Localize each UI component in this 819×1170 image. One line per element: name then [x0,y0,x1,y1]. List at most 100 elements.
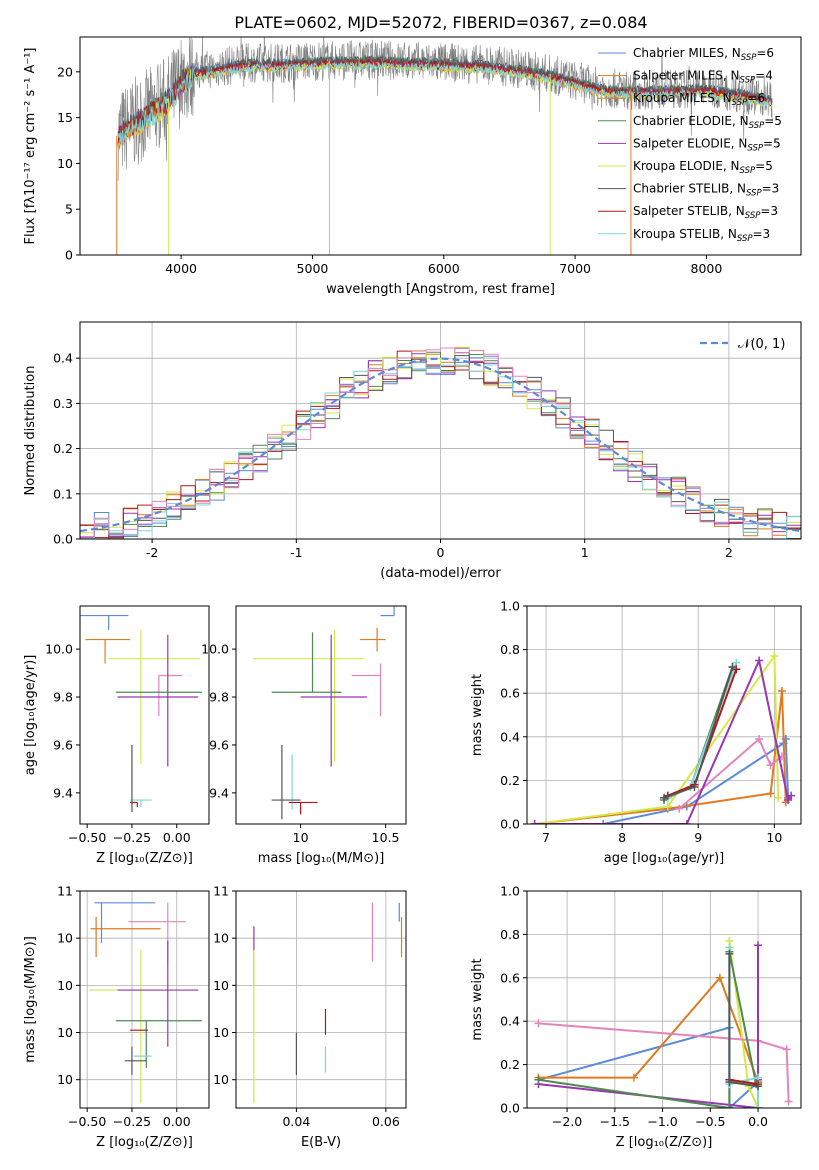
weight_vs_age-xtick-label: 10 [766,830,782,845]
normal-curve [80,357,801,533]
weight-point-marker [534,1075,543,1084]
weight-point-marker [725,1104,734,1108]
figure-title: PLATE=0602, MJD=52072, FIBERID=0367, z=0… [234,13,647,32]
weight-point-marker [725,1077,734,1086]
weight-point-marker [766,789,775,798]
mass_vs_Z-axes-frame [79,890,210,1109]
weight_vs_Z-xtick-label: −1.0 [647,1114,677,1129]
mass_vs_Z-xtick-label: −0.25 [113,1114,151,1129]
spectrum-axes-frame [79,36,802,256]
residuals-xtick-label: 1 [581,545,589,560]
mass_vs_ebv-ytick-label: 10 [213,978,229,993]
legend-entry: Kroupa ELODIE, NSSP=5 [633,159,773,176]
residuals-xlabel: (data-model)/error [380,566,501,581]
residuals-xtick-label: 0 [437,545,445,560]
mass_vs_ebv-axes [236,890,406,1108]
mass_vs_Z-ylabel: mass [log₁₀(M/M⊙)] [23,936,38,1063]
weight_vs_age-ytick-label: 0.8 [500,642,520,657]
weight_vs_age-xtick-label: 7 [542,830,550,845]
residuals-ylabel: Normed distribution [23,366,38,496]
weight-point-marker [755,734,764,743]
weight_vs_Z-xtick-label: −1.5 [600,1114,630,1129]
mass_vs_Z-xlabel: Z [log₁₀(Z/Z⊙)] [96,1135,193,1150]
weight-point-marker [777,687,786,696]
age_vs_Z-ytick-label: 9.6 [53,737,73,752]
weight_vs_Z-ytick-label: 0.8 [500,927,520,942]
age_vs_mass-xtick-label: 10 [293,830,309,845]
spectrum-legend: Chabrier MILES, NSSP=6 Salpeter MILES, NS… [598,46,782,244]
residuals-xtick-label: 2 [725,545,733,560]
weight_vs_Z-xtick-label: −0.5 [695,1114,725,1129]
residuals-ytick-label: 0.3 [53,396,73,411]
spectrum-xlabel: wavelength [Angstrom, rest frame] [326,282,555,297]
mass_vs_Z-axes [80,890,209,1108]
mass_vs_ebv-ytick-label: 11 [213,884,229,899]
mass_vs_Z-ytick-label: 10 [57,978,73,993]
residuals-ytick-label: 0.0 [53,532,73,547]
weight-point-marker [530,820,539,824]
residual-histogram [80,347,801,539]
age_vs_mass-ytick-label: 9.6 [209,737,229,752]
spectrum-ytick-label: 20 [57,64,73,79]
weight_vs_Z-axes-frame [526,890,802,1109]
weight-point-marker [782,1045,791,1054]
age_vs_mass-xlabel: mass [log₁₀(M/M⊙)] [258,851,385,866]
weight_vs_age-ytick-label: 0.6 [500,686,520,701]
spectrum-ytick-label: 5 [65,202,73,217]
weight_vs_age-xtick-label: 8 [618,830,626,845]
weight-series-line [729,1078,759,1086]
weight-point-marker [715,973,724,982]
mass_vs_ebv-xtick-label: 0.06 [372,1114,400,1129]
residuals-plot [80,346,801,539]
age_vs_Z-ytick-label: 10.0 [45,642,73,657]
weight-point-marker [660,793,668,802]
weight-point-marker [682,820,691,824]
age_vs_Z-frame: −0.50 −0.25 0.00 9.4 9.6 9.8 10.0 Z [log₁₀(Z/Z⊙… [23,605,210,866]
residuals-frame: -2 -1 0 1 2 0.0 0.1 0.2 0.3 0.4 (data-model)/error… [23,321,802,581]
weight-point-marker [725,949,734,958]
age_vs_Z-axes-frame [79,605,210,825]
weight-point-marker [663,802,672,811]
legend-entry: Chabrier ELODIE, NSSP=5 [633,114,782,131]
legend-entry: Salpeter ELODIE, NSSP=5 [633,136,781,153]
spectrum-xtick-label: 8000 [691,261,723,276]
spectrum-model-line [117,58,773,146]
legend-entry: Kroupa MILES, NSSP=6 [633,91,765,108]
residual-histogram [80,362,801,539]
spectrum-xtick-label: 4000 [165,261,197,276]
age_vs_Z-ytick-label: 9.4 [53,785,73,800]
weight_vs_Z-xlabel: Z [log₁₀(Z/Z⊙)] [616,1135,713,1150]
weight-point-marker [774,793,783,802]
weight-point-marker [675,804,684,813]
mass_vs_ebv-ytick-label: 10 [213,931,229,946]
age_vs_mass-ytick-label: 9.8 [209,690,229,705]
spectrum-plot [116,37,773,255]
mass_vs_Z-ytick-label: 10 [57,1072,73,1087]
mass_vs_ebv-ytick-label: 10 [213,1025,229,1040]
mass_vs_Z-xtick-label: 0.00 [163,1114,191,1129]
age_vs_Z-ylabel: age [log₁₀(age/yr)] [23,655,38,776]
mass_vs_Z-ytick-label: 10 [57,1025,73,1040]
residuals-ytick-label: 0.1 [53,486,73,501]
weight-point-marker [755,656,764,665]
weight_vs_Z-plot [534,936,793,1108]
weight-point-marker [629,1073,638,1082]
legend-entry: Salpeter STELIB, NSSP=3 [633,204,778,221]
weight-point-marker [599,820,608,824]
mass_vs_ebv-xlabel: E(B-V) [301,1135,341,1150]
age_vs_Z-xtick-label: −0.50 [68,830,106,845]
weight_vs_age-frame: 7 8 9 10 0.0 0.2 0.4 0.6 0.8 1.0 age [log₁₀(age/yr… [470,599,802,866]
age_vs_Z-xtick-label: −0.25 [113,830,151,845]
weight_vs_age-ytick-label: 0.4 [500,729,520,744]
spectrum-xtick-label: 5000 [297,261,329,276]
weight_vs_Z-xtick-label: −2.0 [552,1114,582,1129]
age_vs_mass-axes-frame [235,605,407,825]
weight_vs_age-ytick-label: 0.0 [500,817,520,832]
age_vs_mass-xtick-label: 10.5 [372,830,400,845]
weight_vs_Z-ytick-label: 1.0 [500,884,520,899]
weight-point-marker [728,663,737,672]
weight_vs_age-xtick-label: 9 [694,830,702,845]
residuals-xtick-label: -2 [146,545,158,560]
weight-series-line [534,653,780,824]
weight_vs_age-ylabel: mass weight [470,674,485,756]
